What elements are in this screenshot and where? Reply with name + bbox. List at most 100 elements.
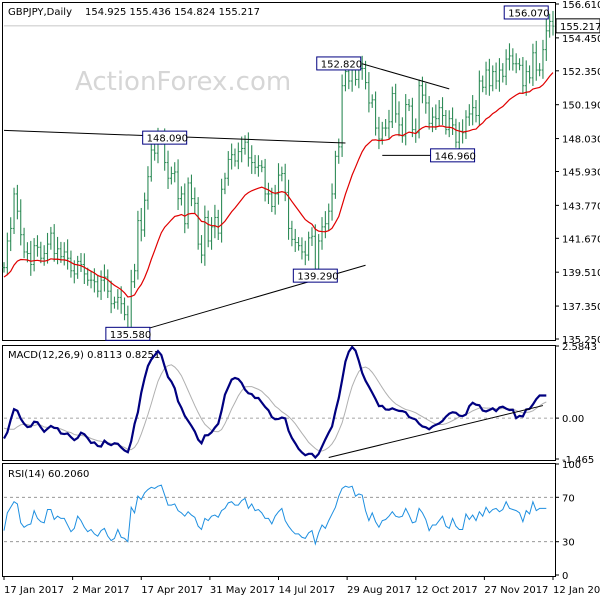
price-bar bbox=[267, 182, 270, 205]
price-bar bbox=[9, 217, 13, 252]
price-bar bbox=[5, 232, 9, 276]
price-bar bbox=[86, 267, 90, 286]
price-bar bbox=[29, 240, 33, 276]
price-bar bbox=[323, 211, 327, 239]
price-bar bbox=[213, 204, 217, 239]
price-bar bbox=[203, 205, 207, 266]
price-bar bbox=[444, 110, 448, 135]
price-bar bbox=[180, 186, 183, 206]
price-bar bbox=[223, 172, 227, 195]
price-bar bbox=[464, 110, 468, 139]
price-ytick-label: 141.670 bbox=[562, 234, 600, 245]
price-bar bbox=[186, 177, 190, 229]
price-bar bbox=[307, 231, 311, 261]
price-bar bbox=[370, 94, 374, 108]
price-bar bbox=[484, 61, 488, 95]
price-bar bbox=[190, 174, 193, 207]
price-bar bbox=[277, 163, 280, 205]
price-bar bbox=[216, 209, 220, 241]
price-bar bbox=[457, 122, 461, 151]
price-bar bbox=[310, 227, 314, 246]
price-bar bbox=[206, 210, 210, 248]
x-tick-label: 17 Jan 2017 bbox=[4, 585, 64, 596]
price-bar bbox=[541, 39, 545, 79]
price-bar bbox=[498, 58, 501, 92]
price-bar bbox=[521, 56, 525, 94]
price-bar bbox=[514, 53, 518, 74]
price-bar bbox=[374, 91, 377, 136]
rsi-ytick-label: 30 bbox=[562, 538, 575, 549]
macd-ytick-label: -1.465 bbox=[562, 455, 594, 466]
price-bar bbox=[451, 107, 454, 135]
price-annotation-box bbox=[503, 5, 549, 20]
macd-title: MACD(12,26,9) 0.8113 0.8251 bbox=[8, 350, 160, 361]
price-bar bbox=[404, 94, 408, 146]
price-bar bbox=[69, 250, 73, 278]
price-bar bbox=[46, 232, 49, 264]
price-bar bbox=[524, 60, 528, 96]
price-bar bbox=[334, 150, 337, 199]
x-tick-label: 17 Apr 2017 bbox=[141, 585, 203, 596]
x-tick-label: 27 Nov 2017 bbox=[484, 585, 548, 596]
rsi-ytick-label: 70 bbox=[562, 493, 575, 504]
price-bar bbox=[233, 148, 237, 167]
price-bar bbox=[62, 242, 66, 266]
price-bar bbox=[508, 43, 511, 71]
price-bar bbox=[411, 97, 414, 138]
price-bar bbox=[200, 235, 203, 264]
price-bar bbox=[434, 104, 438, 131]
price-annotation-label: 148.090 bbox=[147, 134, 188, 145]
price-bar bbox=[116, 289, 120, 310]
price-bar bbox=[210, 217, 213, 250]
price-bar bbox=[15, 184, 19, 220]
price-bar bbox=[494, 62, 498, 90]
price-bar bbox=[143, 192, 146, 237]
price-bar bbox=[113, 296, 116, 309]
price-bar bbox=[76, 255, 80, 279]
price-bar bbox=[501, 63, 505, 83]
price-bar bbox=[531, 43, 535, 87]
price-bar bbox=[250, 145, 254, 174]
price-bar bbox=[293, 228, 297, 252]
price-title: GBPJPY,Daily bbox=[8, 7, 72, 18]
price-bar bbox=[196, 197, 200, 250]
price-bar bbox=[387, 109, 391, 139]
price-bar bbox=[397, 101, 401, 137]
price-ytick-label: 152.350 bbox=[562, 67, 600, 78]
macd-ytick-label: 2.5843 bbox=[562, 342, 597, 353]
moving-average-line bbox=[3, 72, 554, 298]
price-bar bbox=[236, 142, 240, 170]
rsi-line bbox=[3, 484, 547, 546]
macd-signal-line bbox=[3, 364, 547, 452]
price-bar bbox=[287, 179, 290, 240]
price-ohlc: 154.925 155.436 154.824 155.217 bbox=[85, 7, 260, 18]
price-bar bbox=[230, 143, 234, 170]
price-bar bbox=[12, 187, 16, 235]
x-tick-label: 14 Jul 2017 bbox=[279, 585, 336, 596]
price-bar bbox=[431, 107, 434, 133]
price-bar bbox=[474, 100, 478, 123]
price-bar bbox=[243, 135, 247, 155]
price-bar bbox=[183, 183, 187, 234]
x-tick-label: 2 Mar 2017 bbox=[73, 585, 130, 596]
price-annotation-label: 139.290 bbox=[297, 272, 338, 283]
price-annotation-label: 135.580 bbox=[110, 330, 151, 341]
price-bar bbox=[481, 75, 485, 93]
price-bar bbox=[394, 83, 398, 123]
price-bar bbox=[283, 163, 287, 202]
rsi-ytick-label: 0 bbox=[562, 571, 568, 582]
price-bar bbox=[280, 166, 284, 182]
price-bar bbox=[52, 224, 56, 262]
price-bar bbox=[454, 118, 458, 148]
x-tick-label: 29 Aug 2017 bbox=[347, 585, 411, 596]
price-bar bbox=[149, 144, 153, 182]
macd-trendline bbox=[328, 405, 544, 458]
price-bar bbox=[491, 65, 495, 92]
price-annotation-box bbox=[142, 130, 188, 145]
price-bar bbox=[504, 49, 508, 86]
price-bar bbox=[36, 235, 39, 257]
price-bar bbox=[136, 210, 140, 280]
price-bar bbox=[320, 217, 324, 250]
price-bar bbox=[49, 226, 53, 250]
rsi-ytick-label: 100 bbox=[562, 460, 581, 471]
